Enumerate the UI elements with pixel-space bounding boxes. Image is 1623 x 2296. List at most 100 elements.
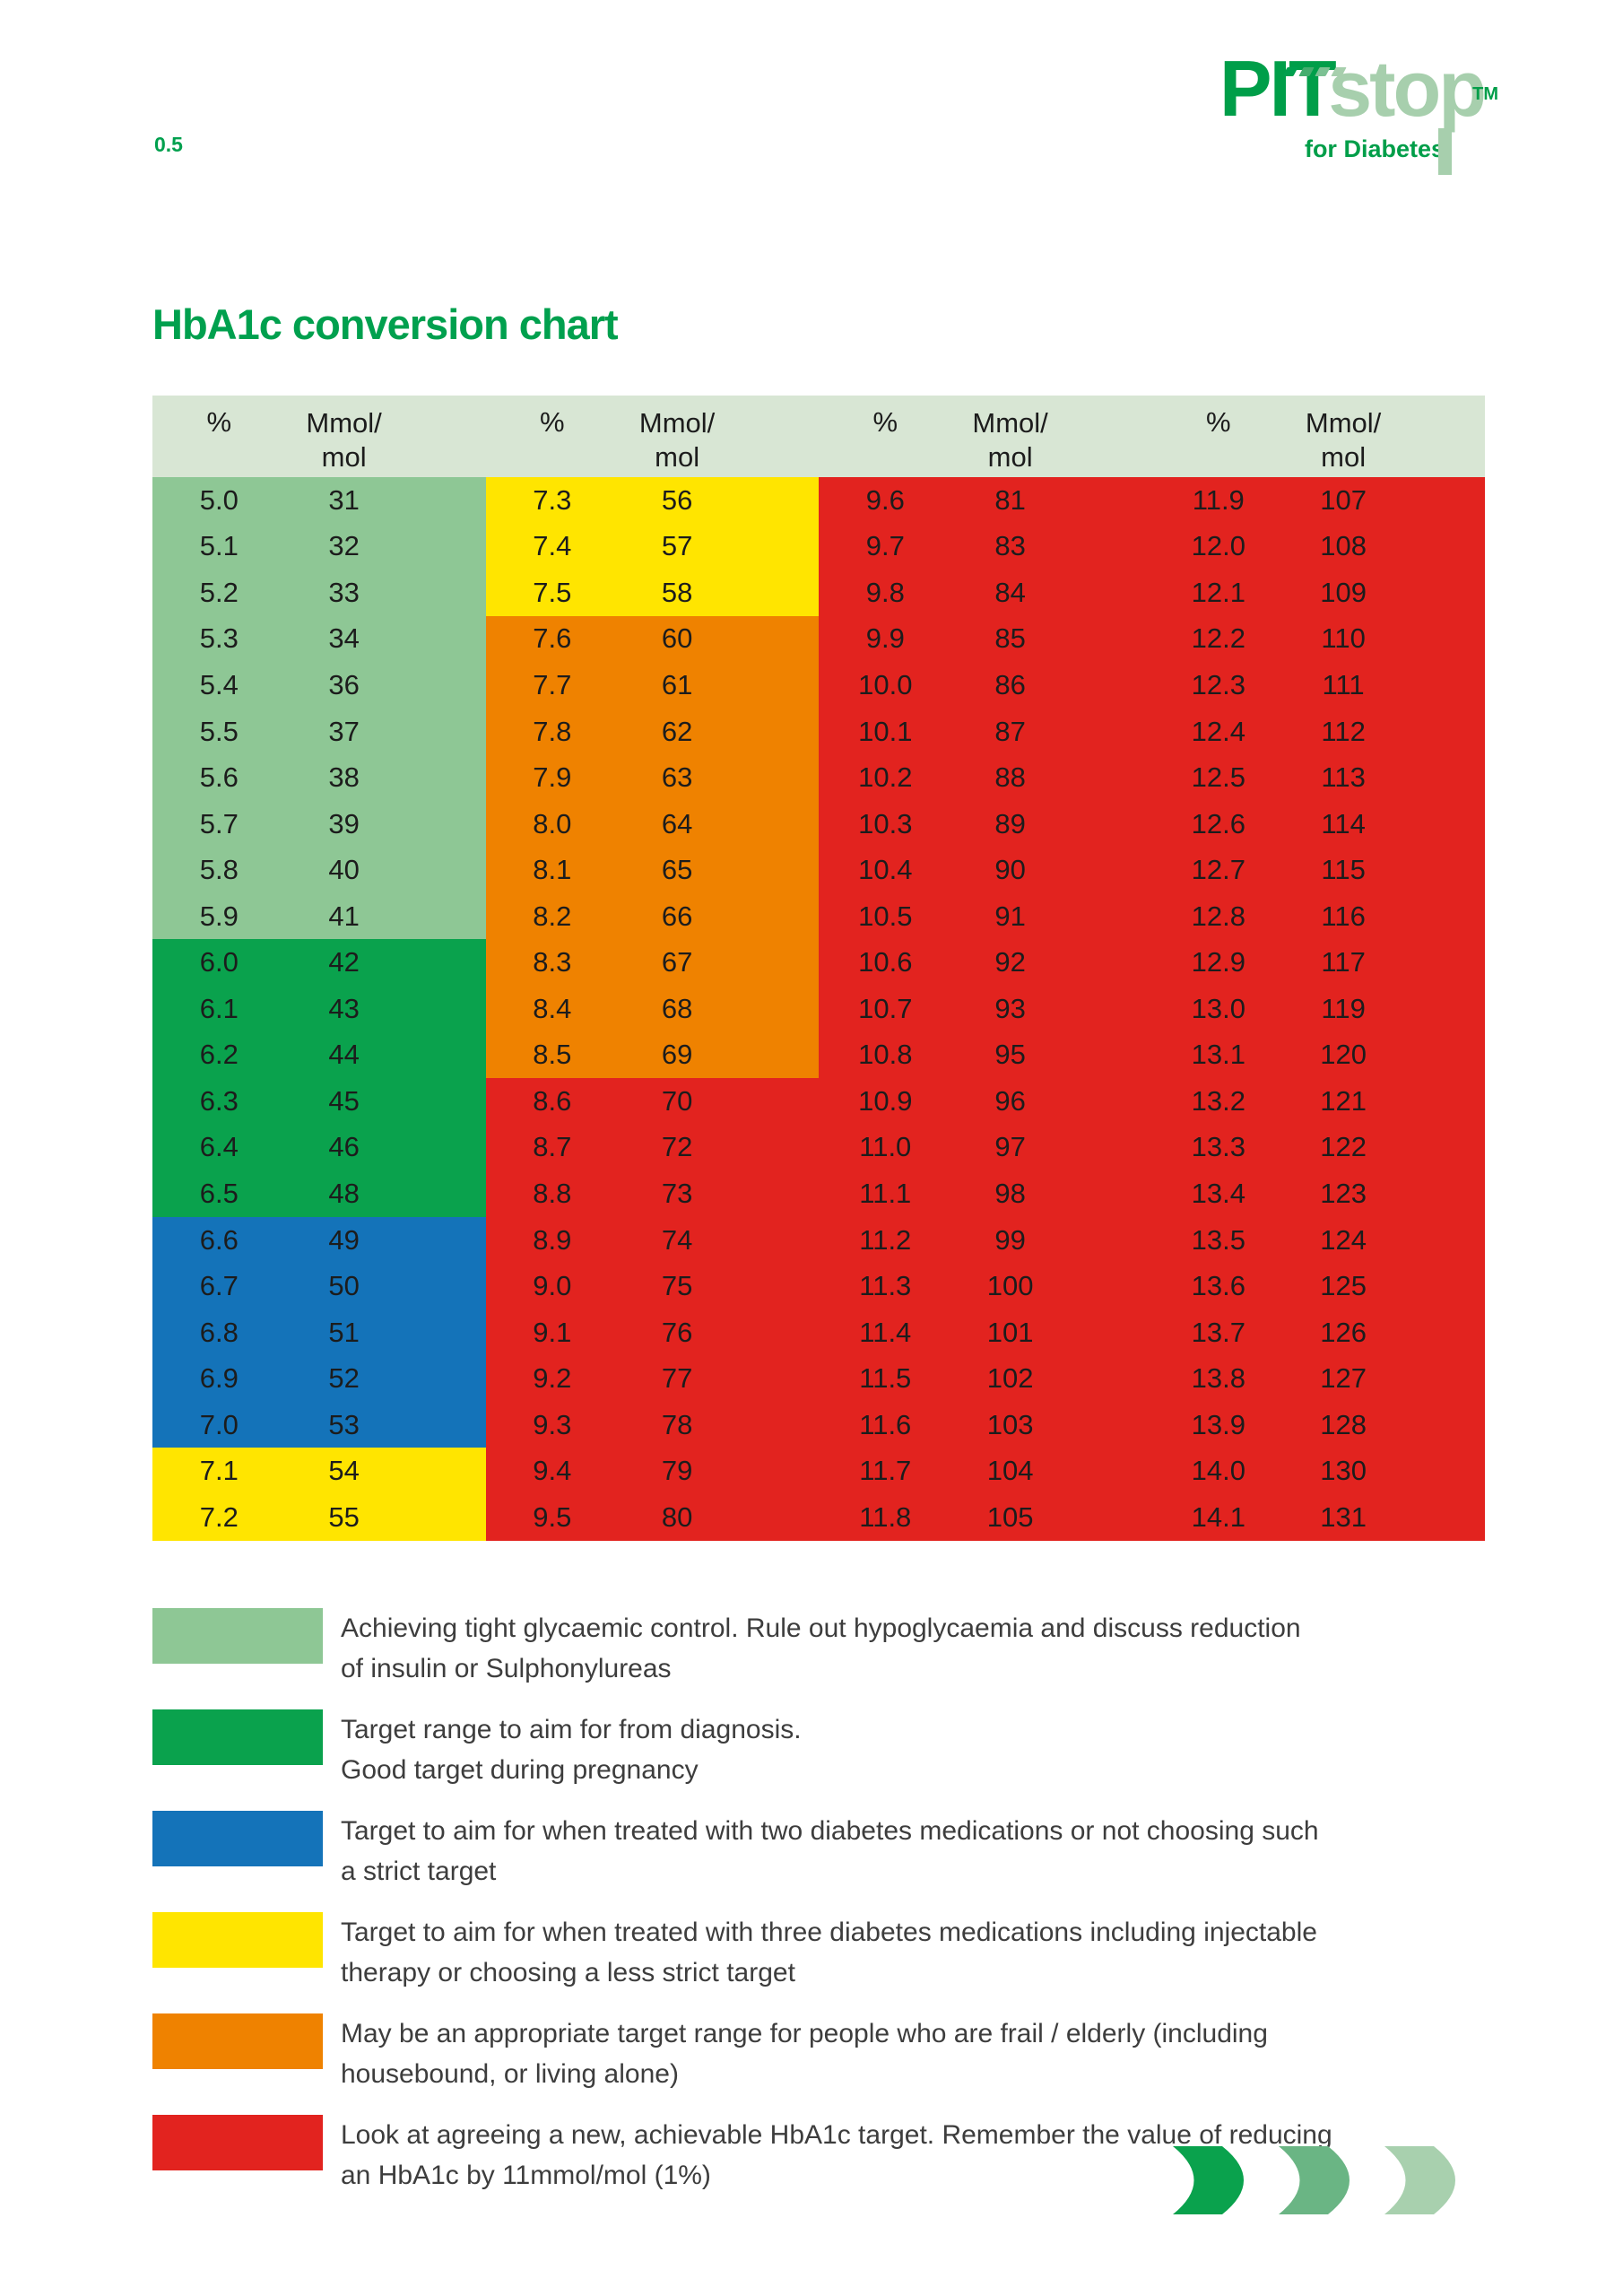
table-row: 5.9 41 xyxy=(152,892,486,940)
header-group: % Mmol/mol xyxy=(152,396,486,477)
hba1c-percent-value: 7.9 xyxy=(533,761,572,794)
mmol-value: 56 xyxy=(661,483,693,516)
legend-description-line1: Target range to aim for from diagnosis. xyxy=(341,1715,802,1744)
table-row: 14.0 130 xyxy=(1151,1448,1485,1495)
mmol-value: 36 xyxy=(328,668,360,700)
mmol-value: 95 xyxy=(994,1039,1026,1071)
table-row: 13.7 126 xyxy=(1151,1309,1485,1356)
table-row: 7.4 57 xyxy=(485,523,819,570)
hba1c-percent-value: 6.0 xyxy=(199,946,239,978)
hba1c-percent-value: 8.5 xyxy=(533,1039,572,1071)
table-row: 11.1 98 xyxy=(819,1170,1152,1217)
legend-description-line2: of insulin or Sulphonylureas xyxy=(341,1654,672,1683)
table-row: 13.2 121 xyxy=(1151,1078,1485,1125)
table-column-group: 9.6 81 9.7 83 9.8 84 9.9 85 10.0 86 10.1 87 10.2 88 10… xyxy=(819,477,1152,1541)
mmol-value: 116 xyxy=(1321,900,1366,932)
table-row: 13.0 119 xyxy=(1151,986,1485,1032)
mmol-value: 119 xyxy=(1321,992,1366,1024)
hba1c-percent-value: 9.7 xyxy=(865,530,905,562)
table-row: 9.3 78 xyxy=(485,1401,819,1448)
hba1c-percent-value: 12.7 xyxy=(1191,854,1245,886)
legend-description: Target range to aim for from diagnosis. G… xyxy=(341,1709,1444,1790)
mmol-value: 73 xyxy=(661,1177,693,1209)
legend-description-line2: a strict target xyxy=(341,1857,497,1886)
table-row: 5.4 36 xyxy=(152,662,486,709)
mmol-value: 34 xyxy=(328,622,360,655)
table-row: 9.8 84 xyxy=(819,570,1152,616)
table-row: 11.9 107 xyxy=(1151,477,1485,524)
hba1c-percent-value: 8.0 xyxy=(533,807,572,839)
table-row: 6.8 51 xyxy=(152,1309,486,1356)
legend-color-swatch xyxy=(152,2013,323,2069)
mmol-header-line1: Mmol/ xyxy=(1305,407,1382,439)
mmol-value: 40 xyxy=(328,854,360,886)
mmol-value: 108 xyxy=(1320,530,1367,562)
legend-color-swatch xyxy=(152,1608,323,1664)
hba1c-percent-value: 8.3 xyxy=(533,946,572,978)
table-row: 10.1 87 xyxy=(819,708,1152,755)
hba1c-percent-value: 11.3 xyxy=(859,1270,912,1302)
mmol-value: 70 xyxy=(661,1084,693,1117)
table-row: 9.0 75 xyxy=(485,1263,819,1309)
table-row: 11.3 100 xyxy=(819,1263,1152,1309)
mmol-value: 125 xyxy=(1320,1270,1367,1302)
hba1c-percent-value: 9.5 xyxy=(533,1500,572,1533)
mmol-value: 44 xyxy=(328,1039,360,1071)
mmol-value: 83 xyxy=(994,530,1026,562)
mmol-header-line1: Mmol/ xyxy=(972,407,1048,439)
hba1c-percent-value: 7.2 xyxy=(199,1500,239,1533)
hba1c-percent-value: 12.2 xyxy=(1191,622,1245,655)
logo-text-pit: PIT xyxy=(1219,44,1331,133)
mmol-value: 78 xyxy=(661,1408,693,1440)
table-row: 7.6 60 xyxy=(485,615,819,663)
hba1c-percent-value: 6.3 xyxy=(199,1084,239,1117)
mmol-column-header: Mmol/mol xyxy=(952,396,1069,477)
table-row: 12.0 108 xyxy=(1151,523,1485,570)
mmol-value: 46 xyxy=(328,1131,360,1163)
mmol-value: 31 xyxy=(328,483,360,516)
hba1c-percent-value: 10.1 xyxy=(858,715,913,747)
hba1c-percent-value: 7.3 xyxy=(533,483,572,516)
table-row: 10.4 90 xyxy=(819,847,1152,893)
table-header: % Mmol/mol% Mmol/mol% Mmol/mol% Mmol/mol xyxy=(152,396,1485,477)
mmol-value: 66 xyxy=(661,900,693,932)
table-row: 9.1 76 xyxy=(485,1309,819,1356)
hba1c-percent-value: 9.6 xyxy=(865,483,905,516)
mmol-value: 64 xyxy=(661,807,693,839)
table-row: 7.7 61 xyxy=(485,662,819,709)
table-row: 6.2 44 xyxy=(152,1031,486,1079)
table-row: 9.7 83 xyxy=(819,523,1152,570)
mmol-value: 33 xyxy=(328,576,360,608)
hba1c-percent-value: 14.1 xyxy=(1191,1500,1245,1533)
hba1c-percent-value: 6.9 xyxy=(199,1362,239,1395)
mmol-value: 124 xyxy=(1320,1223,1367,1256)
table-row: 12.6 114 xyxy=(1151,800,1485,848)
table-row: 6.1 43 xyxy=(152,986,486,1032)
mmol-value: 76 xyxy=(661,1316,693,1348)
table-row: 11.5 102 xyxy=(819,1355,1152,1402)
mmol-value: 101 xyxy=(986,1316,1034,1348)
mmol-value: 75 xyxy=(661,1270,693,1302)
hba1c-percent-value: 5.6 xyxy=(199,761,239,794)
table-row: 5.2 33 xyxy=(152,570,486,616)
hba1c-percent-value: 9.9 xyxy=(865,622,905,655)
hba1c-percent-value: 12.1 xyxy=(1191,576,1245,608)
mmol-value: 53 xyxy=(328,1408,360,1440)
table-row: 10.8 95 xyxy=(819,1031,1152,1079)
hba1c-percent-value: 7.1 xyxy=(199,1455,239,1487)
hba1c-percent-value: 10.8 xyxy=(858,1039,913,1071)
crescent-shape xyxy=(1384,2146,1455,2214)
hba1c-percent-value: 7.6 xyxy=(533,622,572,655)
hba1c-percent-value: 13.6 xyxy=(1191,1270,1245,1302)
legend-description: May be an appropriate target range for p… xyxy=(341,2013,1444,2094)
logo-dash-icon xyxy=(1315,67,1331,76)
hba1c-percent-value: 11.6 xyxy=(859,1408,912,1440)
mmol-value: 89 xyxy=(994,807,1026,839)
hba1c-percent-value: 5.9 xyxy=(199,900,239,932)
mmol-value: 93 xyxy=(994,992,1026,1024)
header-group: % Mmol/mol xyxy=(486,396,820,477)
table-row: 12.3 111 xyxy=(1151,662,1485,709)
pitstop-logo: PITstop TM for Diabetes xyxy=(1143,49,1498,175)
hba1c-percent-value: 12.5 xyxy=(1191,761,1245,794)
table-row: 5.3 34 xyxy=(152,615,486,663)
